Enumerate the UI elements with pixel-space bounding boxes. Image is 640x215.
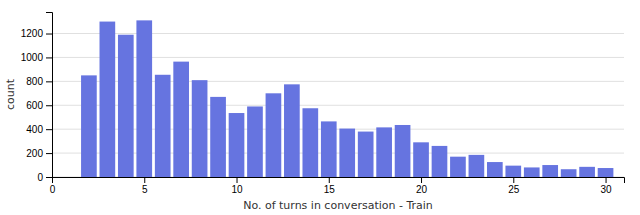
bar [339, 129, 355, 177]
bar [432, 146, 448, 177]
bar [247, 106, 263, 177]
bar [598, 168, 614, 177]
x-axis: 0 5 10 15 20 25 30 [50, 177, 625, 195]
x-tick-mark [606, 177, 607, 183]
y-tick: 1200 [21, 28, 52, 39]
y-tick-mark [46, 153, 52, 154]
y-axis-line [46, 13, 53, 178]
chart: 0 5 10 15 20 25 30 0 200 400 600 800 1000 1200 No. of … [0, 0, 640, 215]
bar [192, 80, 208, 177]
bar [284, 84, 300, 177]
bar [358, 132, 374, 177]
x-tick-mark [144, 177, 145, 183]
x-tick-label: 0 [50, 184, 56, 195]
x-tick: 15 [324, 177, 336, 195]
bar [210, 97, 226, 177]
y-tick: 800 [26, 76, 52, 87]
bar [413, 142, 429, 177]
bar [376, 127, 392, 177]
bar [229, 113, 245, 177]
bar [395, 125, 411, 177]
y-tick: 600 [26, 100, 52, 111]
bar [487, 162, 503, 177]
bar [321, 121, 337, 177]
bar [118, 35, 134, 177]
y-tick-label: 600 [26, 100, 43, 111]
bar [155, 75, 171, 177]
y-tick-mark [46, 34, 52, 35]
x-tick-mark [513, 177, 514, 183]
bar [100, 22, 116, 177]
bar [561, 169, 577, 177]
x-tick-mark [329, 177, 330, 183]
x-tick: 20 [416, 177, 428, 195]
x-tick-label: 15 [324, 184, 336, 195]
bar [579, 167, 595, 177]
x-tick: 25 [508, 177, 520, 195]
y-tick: 200 [26, 148, 52, 159]
bar [505, 166, 521, 177]
x-tick-mark [421, 177, 422, 183]
bar [542, 165, 558, 177]
plot: 0 5 10 15 20 25 30 0 200 400 600 800 1000 1200 [21, 13, 625, 196]
x-tick: 5 [142, 177, 148, 195]
y-tick: 400 [26, 124, 52, 135]
x-tick-mark [237, 177, 238, 183]
y-tick-label: 1200 [21, 28, 44, 39]
bars [81, 20, 613, 177]
bar [302, 108, 318, 177]
bar [469, 155, 485, 177]
bar [266, 93, 282, 177]
x-tick-label: 30 [600, 184, 612, 195]
y-tick: 0 [37, 172, 52, 183]
x-axis-title: No. of turns in conversation - Train [243, 199, 433, 212]
bar [450, 157, 466, 177]
bar [524, 167, 540, 177]
y-tick-label: 400 [26, 124, 43, 135]
x-tick-label: 5 [142, 184, 148, 195]
y-axis-title: count [4, 78, 17, 110]
y-tick-mark [46, 105, 52, 106]
bar [173, 62, 189, 177]
x-tick-label: 25 [508, 184, 520, 195]
x-tick: 30 [600, 177, 612, 195]
y-tick-label: 0 [37, 172, 43, 183]
x-tick-label: 10 [231, 184, 243, 195]
y-tick-label: 800 [26, 76, 43, 87]
y-tick-label: 200 [26, 148, 43, 159]
y-tick-mark [46, 129, 52, 130]
x-tick: 0 [50, 177, 56, 195]
x-axis-line [53, 178, 625, 184]
y-tick-mark [46, 81, 52, 82]
y-axis: 0 200 400 600 800 1000 1200 [21, 13, 53, 183]
x-tick-label: 20 [416, 184, 428, 195]
bar [81, 75, 97, 177]
y-tick: 1000 [21, 52, 52, 63]
y-tick-mark [46, 177, 52, 178]
y-tick-label: 1000 [21, 52, 44, 63]
x-tick: 10 [231, 177, 243, 195]
bar [136, 20, 152, 177]
y-tick-mark [46, 57, 52, 58]
